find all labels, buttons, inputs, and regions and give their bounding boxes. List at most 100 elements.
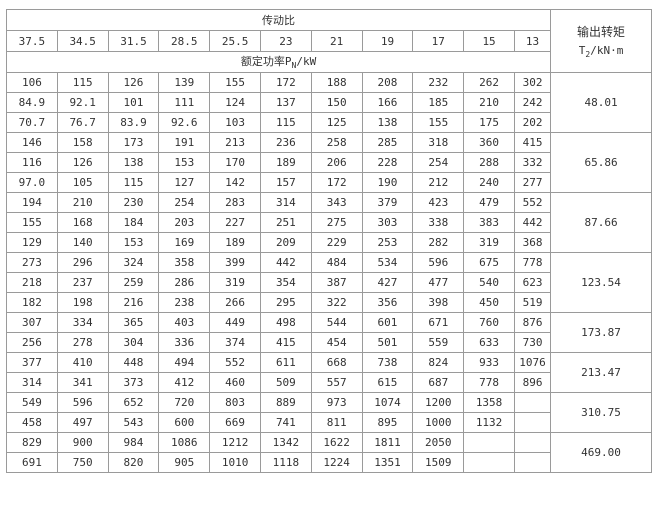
- power-cell: 277: [513, 172, 552, 193]
- power-cell: 829: [6, 432, 58, 453]
- power-cell: 208: [361, 72, 414, 93]
- power-cell: 460: [209, 372, 261, 393]
- power-cell: 410: [56, 352, 109, 373]
- power-cell: 549: [6, 392, 58, 413]
- power-cell: 254: [412, 152, 465, 173]
- power-cell: 1132: [463, 412, 515, 433]
- torque-cell: 310.75: [550, 392, 652, 433]
- power-cell: 283: [209, 192, 261, 213]
- table-row: 84.9 92.1 101 111 124 137 150 166 185 210 242: [6, 92, 652, 113]
- power-cell: 611: [259, 352, 312, 373]
- power-cell: 652: [107, 392, 160, 413]
- power-cell: 1200: [412, 392, 465, 413]
- power-cell: 1342: [259, 432, 312, 453]
- power-cell: 1212: [209, 432, 261, 453]
- power-cell: 534: [361, 252, 414, 273]
- power-cell: 454: [310, 332, 363, 353]
- power-cell: 230: [107, 192, 160, 213]
- power-cell: 146: [6, 132, 58, 153]
- power-cell: 1118: [259, 452, 312, 473]
- power-cell: 412: [158, 372, 211, 393]
- ratio-cell: 28.5: [158, 30, 211, 52]
- power-cell: 184: [107, 212, 160, 233]
- torque-unit: T2/kN·m: [578, 43, 624, 60]
- power-cell: 373: [107, 372, 160, 393]
- table-row: 273 296 324 358 399 442 484 534 596 675 778 123.54: [6, 252, 652, 313]
- power-cell: 2050: [412, 432, 465, 453]
- power-cell: 126: [107, 72, 160, 93]
- power-cell: 811: [310, 412, 363, 433]
- power-cell: 360: [463, 132, 515, 153]
- power-cell: 238: [158, 292, 211, 313]
- power-cell: 442: [259, 252, 312, 273]
- power-cell: 212: [412, 172, 465, 193]
- table-row: 194 210 230 254 283 314 343 379 423 479 552 87.66: [6, 192, 652, 253]
- power-cell: 399: [209, 252, 261, 273]
- power-cell: 229: [310, 232, 363, 253]
- power-cell: 1811: [361, 432, 414, 453]
- power-cell: 905: [158, 452, 211, 473]
- power-cell: [463, 452, 515, 473]
- power-cell: 900: [56, 432, 109, 453]
- power-cell: 194: [6, 192, 58, 213]
- power-cell: 896: [513, 372, 552, 393]
- power-cell: 334: [56, 312, 109, 333]
- power-cell: 498: [259, 312, 312, 333]
- power-cell: 116: [6, 152, 58, 173]
- power-cell: 182: [6, 292, 58, 313]
- power-cell: 203: [158, 212, 211, 233]
- power-cell: 314: [6, 372, 58, 393]
- power-cell: 155: [412, 112, 465, 133]
- table-row: 377 410 448 494 552 611 668 738 824 933 1076 213.47: [6, 352, 652, 393]
- power-cell: 450: [463, 292, 515, 313]
- power-cell: 140: [56, 232, 109, 253]
- power-cell: 387: [310, 272, 363, 293]
- power-cell: 83.9: [107, 112, 160, 133]
- power-cell: 282: [412, 232, 465, 253]
- power-cell: 687: [412, 372, 465, 393]
- power-cell: 314: [259, 192, 312, 213]
- power-cell: 258: [310, 132, 363, 153]
- power-cell: 240: [463, 172, 515, 193]
- power-cell: 319: [209, 272, 261, 293]
- power-cell: 285: [361, 132, 414, 153]
- power-cell: 139: [158, 72, 211, 93]
- power-cell: 106: [6, 72, 58, 93]
- power-cell: 415: [259, 332, 312, 353]
- power-cell: 343: [310, 192, 363, 213]
- power-cell: 324: [107, 252, 160, 273]
- ratio-cell: 13: [513, 30, 552, 52]
- power-cell: 259: [107, 272, 160, 293]
- power-cell: 76.7: [56, 112, 109, 133]
- power-cell: 262: [463, 72, 515, 93]
- power-cell: 302: [513, 72, 552, 93]
- power-cell: 820: [107, 452, 160, 473]
- power-cell: 175: [463, 112, 515, 133]
- power-cell: 824: [412, 352, 465, 373]
- table-row: 307 334 365 403 449 498 544 601 671 760 876 173.87: [6, 312, 652, 353]
- power-cell: 675: [463, 252, 515, 273]
- power-cell: 730: [513, 332, 552, 353]
- power-cell: 379: [361, 192, 414, 213]
- power-cell: 129: [6, 232, 58, 253]
- power-cell: 383: [463, 212, 515, 233]
- power-cell: 341: [56, 372, 109, 393]
- power-cell: 155: [6, 212, 58, 233]
- power-cell: 322: [310, 292, 363, 313]
- power-cell: 895: [361, 412, 414, 433]
- power-cell: 210: [56, 192, 109, 213]
- power-cell: 1351: [361, 452, 414, 473]
- power-cell: 254: [158, 192, 211, 213]
- power-cell: 552: [209, 352, 261, 373]
- power-cell: 398: [412, 292, 465, 313]
- power-cell: 253: [361, 232, 414, 253]
- power-cell: 256: [6, 332, 58, 353]
- power-cell: 477: [412, 272, 465, 293]
- power-cell: 138: [361, 112, 414, 133]
- power-cell: 889: [259, 392, 312, 413]
- power-cell: 105: [56, 172, 109, 193]
- power-cell: 557: [310, 372, 363, 393]
- ratio-cell: 19: [361, 30, 414, 52]
- power-cell: 189: [259, 152, 312, 173]
- power-cell: 778: [513, 252, 552, 273]
